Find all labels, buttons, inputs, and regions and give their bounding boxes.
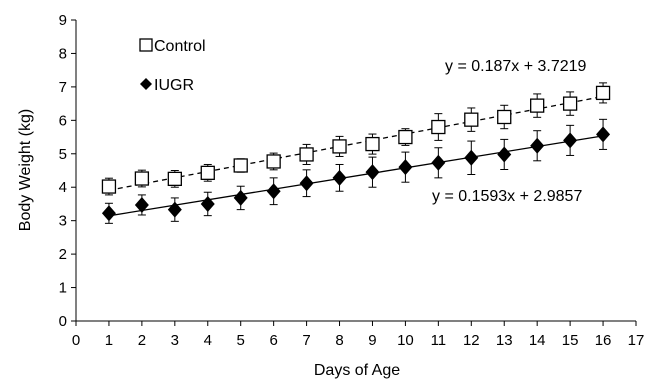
y-tick-label: 8 bbox=[59, 45, 67, 62]
legend-control-marker bbox=[139, 38, 153, 52]
trendlines bbox=[108, 95, 604, 217]
control-point bbox=[332, 139, 347, 154]
iugr-trendline bbox=[108, 135, 604, 217]
y-tick-label: 2 bbox=[59, 246, 67, 263]
control-point bbox=[497, 109, 512, 125]
y-tick-label: 4 bbox=[59, 179, 67, 196]
control-point bbox=[233, 158, 248, 173]
control-equation: y = 0.187x + 3.7219 bbox=[445, 58, 587, 75]
iugr-point bbox=[398, 159, 413, 176]
control-point bbox=[266, 154, 281, 169]
legend-control-label: Control bbox=[154, 38, 206, 55]
y-tick-label: 3 bbox=[59, 213, 67, 230]
iugr-point bbox=[299, 175, 314, 192]
y-tick-label: 5 bbox=[59, 146, 67, 163]
x-tick-label: 13 bbox=[496, 332, 513, 349]
control-point bbox=[595, 85, 611, 101]
iugr-point bbox=[101, 205, 116, 222]
x-tick-label: 12 bbox=[463, 332, 480, 349]
control-point bbox=[464, 112, 479, 127]
x-tick-label: 4 bbox=[204, 332, 212, 349]
x-tick-label: 6 bbox=[269, 332, 277, 349]
y-tick-label: 1 bbox=[59, 280, 67, 297]
control-point bbox=[299, 147, 314, 162]
x-tick-label: 15 bbox=[562, 332, 579, 349]
y-tick-label: 7 bbox=[59, 79, 67, 96]
legend: Control IUGR bbox=[139, 38, 206, 94]
control-point bbox=[398, 129, 413, 145]
data-markers bbox=[101, 85, 611, 222]
iugr-point bbox=[266, 183, 281, 200]
iugr-point bbox=[200, 195, 215, 212]
control-trendline bbox=[108, 95, 604, 191]
x-tick-label: 5 bbox=[237, 332, 245, 349]
iugr-point bbox=[563, 132, 578, 149]
iugr-point bbox=[134, 196, 149, 213]
x-tick-label: 17 bbox=[628, 332, 645, 349]
x-axis-title: Days of Age bbox=[314, 362, 400, 379]
y-tick-label: 6 bbox=[59, 112, 67, 129]
x-tick-label: 0 bbox=[72, 332, 80, 349]
y-tick-label: 9 bbox=[59, 12, 67, 29]
iugr-point bbox=[497, 146, 512, 163]
iugr-point bbox=[530, 137, 545, 154]
control-point bbox=[562, 96, 578, 111]
legend-iugr-label: IUGR bbox=[154, 77, 194, 94]
iugr-point bbox=[431, 154, 446, 171]
iugr-point bbox=[332, 169, 347, 186]
x-tick-label: 1 bbox=[105, 332, 113, 349]
iugr-point bbox=[167, 201, 182, 218]
control-point bbox=[134, 171, 150, 186]
control-point bbox=[200, 165, 215, 180]
iugr-equation: y = 0.1593x + 2.9857 bbox=[432, 188, 582, 205]
control-point bbox=[167, 171, 182, 187]
x-tick-label: 8 bbox=[335, 332, 343, 349]
x-tick-label: 2 bbox=[138, 332, 146, 349]
x-tick-label: 3 bbox=[171, 332, 179, 349]
iugr-point bbox=[464, 149, 479, 166]
x-tick-label: 11 bbox=[431, 332, 447, 349]
legend-iugr-marker bbox=[140, 78, 152, 90]
y-tick-label: 0 bbox=[59, 313, 67, 330]
iugr-point bbox=[233, 189, 248, 206]
control-point bbox=[530, 98, 545, 113]
x-tick-label: 16 bbox=[595, 332, 612, 349]
iugr-point bbox=[365, 164, 380, 181]
x-tick-label: 10 bbox=[397, 332, 414, 349]
x-tick-label: 9 bbox=[368, 332, 376, 349]
x-tick-label: 14 bbox=[529, 332, 546, 349]
x-tick-label: 7 bbox=[302, 332, 310, 349]
control-point bbox=[365, 136, 380, 152]
iugr-point bbox=[596, 126, 611, 143]
y-axis-title: Body Weight (kg) bbox=[17, 109, 34, 231]
control-point bbox=[431, 119, 446, 135]
control-point bbox=[101, 179, 117, 194]
